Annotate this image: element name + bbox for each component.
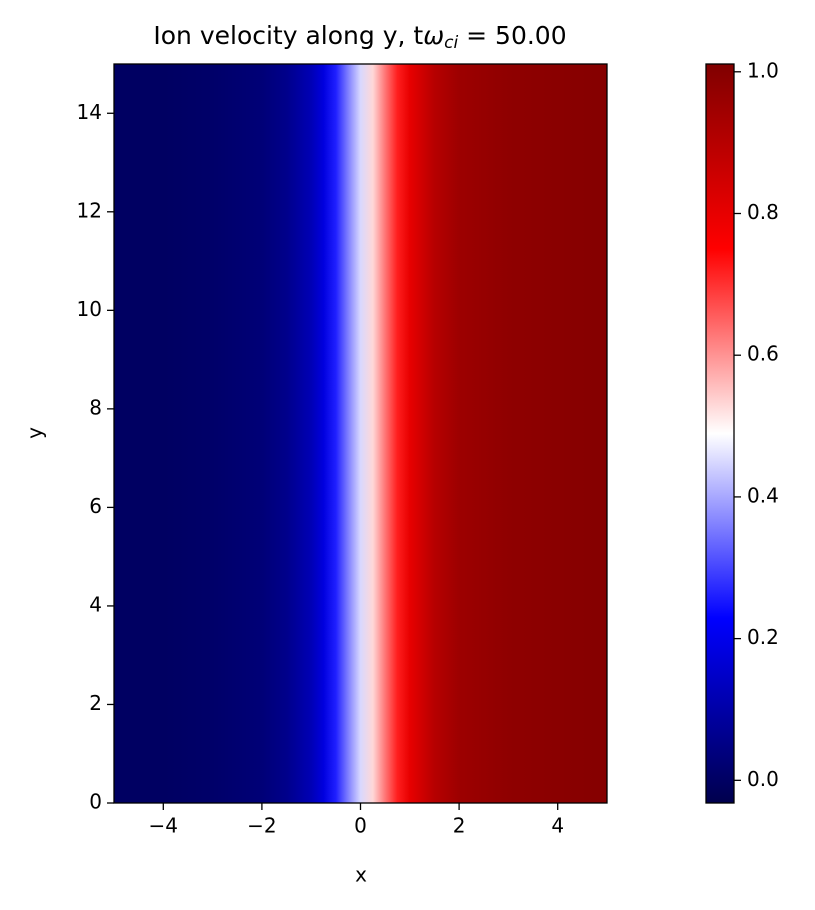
x-tick-label: 2 [453, 814, 466, 838]
chart-title: Ion velocity along y, tωci = 50.00 [153, 21, 566, 53]
y-tick-label: 2 [89, 691, 102, 715]
y-tick-label: 4 [89, 592, 102, 616]
x-tick-label: 4 [551, 814, 564, 838]
title-subscript: ci [444, 33, 458, 53]
y-tick-label: 8 [89, 395, 102, 419]
title-suffix: = 50.00 [458, 21, 566, 50]
y-tick-label: 10 [77, 297, 102, 321]
heatmap-field [114, 64, 607, 803]
x-tick-label: 0 [354, 814, 367, 838]
colorbar-tick-label: 0.2 [747, 625, 779, 649]
y-tick-label: 0 [89, 790, 102, 814]
y-tick-label: 12 [77, 198, 102, 222]
title-omega: ω [423, 21, 444, 50]
y-tick-label: 14 [77, 100, 102, 124]
x-tick-label: −4 [149, 814, 178, 838]
x-axis-label: x [355, 863, 367, 887]
title-text: Ion velocity along y, t [153, 21, 423, 50]
y-tick-label: 6 [89, 494, 102, 518]
colorbar-tick-label: 0.8 [747, 200, 779, 224]
colorbar-tick-label: 0.6 [747, 342, 779, 366]
colorbar [705, 63, 735, 804]
colorbar-tick-label: 0.0 [747, 767, 779, 791]
x-tick-label: −2 [247, 814, 276, 838]
colorbar-tick-label: 1.0 [747, 58, 779, 82]
y-axis-label: y [23, 427, 47, 439]
colorbar-tick-label: 0.4 [747, 483, 779, 507]
